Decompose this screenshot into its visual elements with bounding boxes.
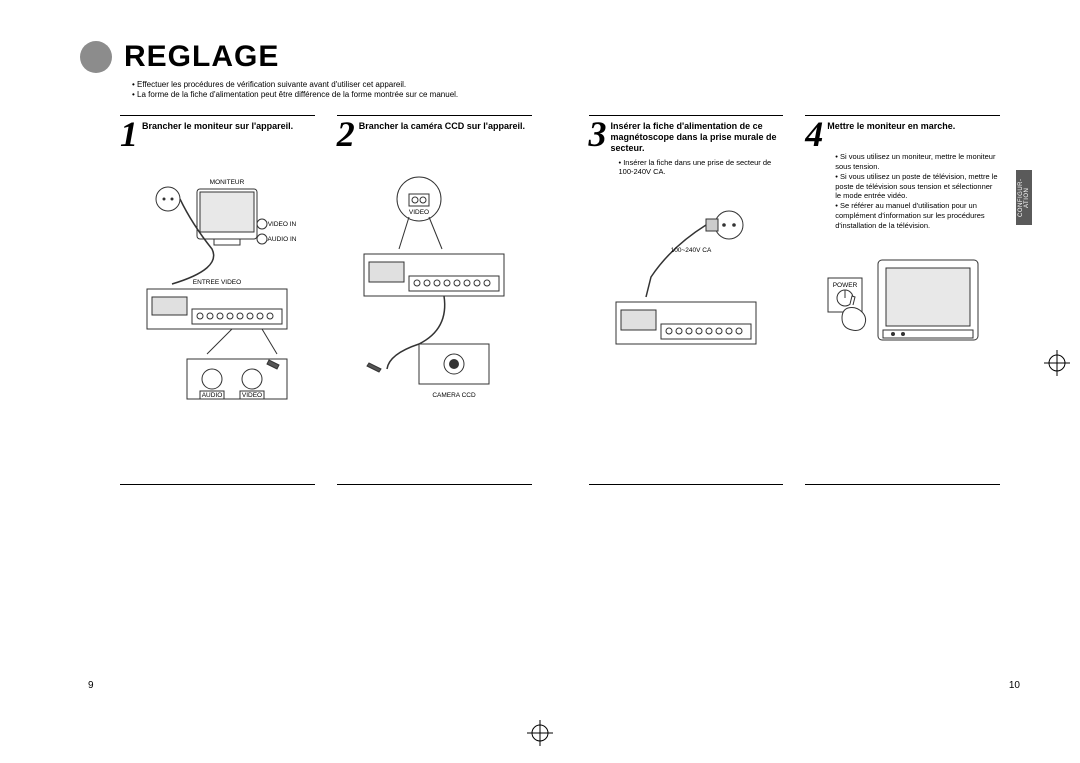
label-video-port: VIDEO [409, 209, 429, 216]
label-power: POWER [832, 282, 857, 289]
label-audio-in: AUDIO IN [268, 236, 297, 243]
step-2-head: 2 Brancher la caméra CCD sur l'appareil. [337, 115, 532, 150]
page-number-right: 10 [1009, 680, 1020, 691]
step-3-number: 3 [589, 119, 607, 150]
label-video: VIDEO [242, 392, 262, 399]
step-4-b2: Si vous utilisez un poste de télévision,… [835, 172, 1000, 201]
title-bullet-icon [80, 41, 112, 73]
page-title: REGLAGE [124, 40, 279, 74]
steps-row: 1 Brancher le moniteur sur l'appareil. M… [120, 115, 1000, 485]
step-1-number: 1 [120, 119, 138, 150]
manual-page: REGLAGE Effectuer les procédures de véri… [80, 40, 1000, 485]
step-4-illustration: POWER [805, 250, 1000, 380]
intro-block: Effectuer les procédures de vérification… [132, 80, 482, 101]
step-1: 1 Brancher le moniteur sur l'appareil. M… [120, 115, 315, 485]
intro-line-2: La forme de la fiche d'alimentation peut… [132, 90, 482, 100]
step-2-number: 2 [337, 119, 355, 150]
step-4: 4 Mettre le moniteur en marche. Si vous … [805, 115, 1000, 485]
step-4-title: Mettre le moniteur en marche. [827, 119, 955, 132]
step-4-head: 4 Mettre le moniteur en marche. [805, 115, 1000, 150]
step-3: 3 Insérer la fiche d'alimentation de ce … [589, 115, 784, 485]
step-4-b3: Se référer au manuel d'utilisation pour … [835, 201, 1000, 230]
intro-line-1: Effectuer les procédures de vérification… [132, 80, 482, 90]
label-camera-ccd: CAMERA CCD [432, 392, 476, 399]
step-3-body: Insérer la fiche dans une prise de secte… [619, 158, 784, 178]
step-2-title: Brancher la caméra CCD sur l'appareil. [359, 119, 525, 132]
step-3-illustration: 100~240V CA [589, 197, 784, 377]
registration-mark-icon [527, 720, 553, 746]
page-number-left: 9 [88, 680, 94, 691]
label-voltage: 100~240V CA [671, 247, 712, 254]
side-tab: CONFIGUR-ATION [1016, 170, 1032, 225]
step-3-title: Insérer la fiche d'alimentation de ce ma… [611, 119, 784, 155]
step-4-number: 4 [805, 119, 823, 150]
step-1-illustration: MONITEUR VIDEO IN AUDIO IN [120, 169, 315, 419]
title-row: REGLAGE [80, 40, 1000, 74]
step-2: 2 Brancher la caméra CCD sur l'appareil.… [337, 115, 532, 485]
step-4-body: Si vous utilisez un moniteur, mettre le … [835, 152, 1000, 230]
registration-mark-icon [1044, 350, 1070, 376]
label-audio: AUDIO [202, 392, 223, 399]
step-1-title: Brancher le moniteur sur l'appareil. [142, 119, 293, 132]
step-2-illustration: VIDEO [337, 169, 532, 419]
step-1-head: 1 Brancher le moniteur sur l'appareil. [120, 115, 315, 150]
label-moniteur: MONITEUR [210, 179, 245, 186]
step-4-b1: Si vous utilisez un moniteur, mettre le … [835, 152, 1000, 172]
step-3-head: 3 Insérer la fiche d'alimentation de ce … [589, 115, 784, 155]
label-video-in: VIDEO IN [268, 221, 297, 228]
label-entree-video: ENTREE VIDEO [193, 279, 241, 286]
step-3-text: Insérer la fiche dans une prise de secte… [619, 158, 784, 178]
